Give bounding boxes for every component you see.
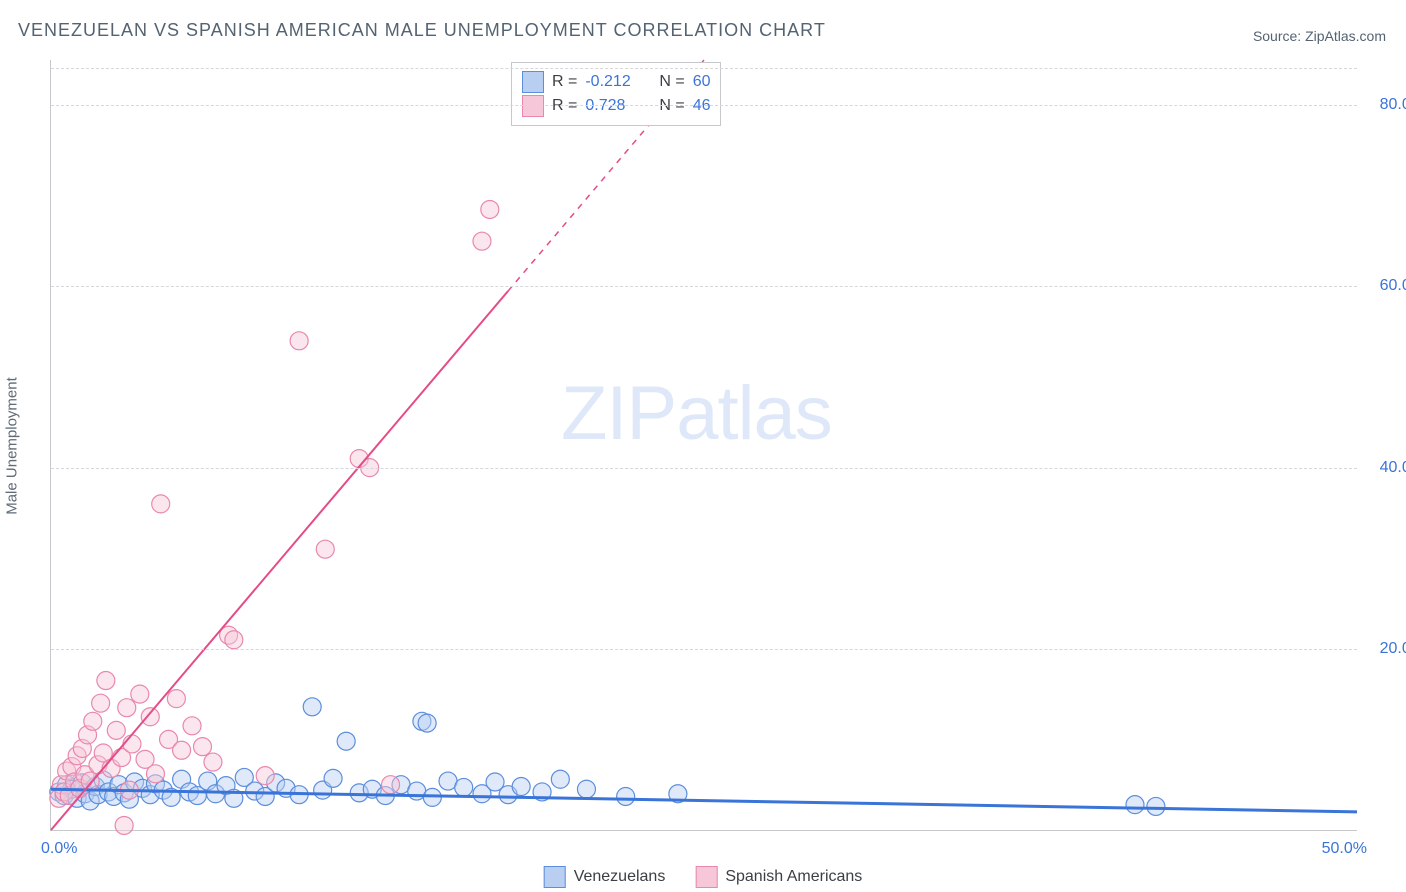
- data-point: [115, 816, 133, 834]
- data-point: [473, 232, 491, 250]
- data-point: [455, 778, 473, 796]
- data-point: [204, 753, 222, 771]
- data-point: [1126, 796, 1144, 814]
- data-point: [92, 694, 110, 712]
- series-legend-label: Venezuelans: [574, 868, 666, 886]
- legend-n-value: 60: [693, 73, 711, 91]
- data-point: [152, 495, 170, 513]
- data-point: [551, 770, 569, 788]
- gridline: [51, 286, 1357, 287]
- gridline: [51, 649, 1357, 650]
- data-point: [123, 735, 141, 753]
- legend-r-value: -0.212: [585, 73, 643, 91]
- data-point: [382, 776, 400, 794]
- data-point: [303, 698, 321, 716]
- y-axis-title: Male Unemployment: [4, 377, 21, 515]
- series-legend-item: Venezuelans: [544, 866, 666, 888]
- data-point: [97, 672, 115, 690]
- chart-plot-area: ZIPatlas R =-0.212N =60R =0.728N =46 0.0…: [50, 60, 1357, 831]
- data-point: [118, 699, 136, 717]
- data-point: [167, 690, 185, 708]
- y-tick-label: 80.0%: [1365, 96, 1406, 114]
- correlation-legend: R =-0.212N =60R =0.728N =46: [511, 62, 721, 126]
- data-point: [141, 708, 159, 726]
- x-tick-max: 50.0%: [1322, 840, 1367, 858]
- gridline: [51, 68, 1357, 69]
- source-value: ZipAtlas.com: [1305, 28, 1386, 44]
- chart-title: VENEZUELAN VS SPANISH AMERICAN MALE UNEM…: [18, 20, 826, 41]
- series-legend-label: Spanish Americans: [725, 868, 862, 886]
- source-attribution: Source: ZipAtlas.com: [1253, 28, 1386, 44]
- gridline: [51, 468, 1357, 469]
- y-tick-label: 20.0%: [1365, 640, 1406, 658]
- data-point: [481, 200, 499, 218]
- legend-swatch: [544, 866, 566, 888]
- legend-swatch: [695, 866, 717, 888]
- data-point: [183, 717, 201, 735]
- data-point: [418, 714, 436, 732]
- data-point: [290, 332, 308, 350]
- gridline: [51, 105, 1357, 106]
- data-point: [173, 741, 191, 759]
- data-point: [337, 732, 355, 750]
- data-point: [324, 769, 342, 787]
- data-point: [131, 685, 149, 703]
- data-point: [1147, 797, 1165, 815]
- series-legend-item: Spanish Americans: [695, 866, 862, 888]
- source-label: Source:: [1253, 28, 1301, 44]
- y-tick-label: 60.0%: [1365, 277, 1406, 295]
- data-point: [81, 772, 99, 790]
- data-point: [256, 767, 274, 785]
- legend-r-label: R =: [552, 73, 577, 91]
- data-point: [193, 738, 211, 756]
- legend-swatch: [522, 71, 544, 93]
- y-tick-label: 40.0%: [1365, 459, 1406, 477]
- data-point: [316, 540, 334, 558]
- data-point: [577, 780, 595, 798]
- series-legend: Venezuelans Spanish Americans: [544, 866, 863, 888]
- data-point: [107, 721, 125, 739]
- data-point: [146, 765, 164, 783]
- legend-n-label: N =: [659, 73, 684, 91]
- data-point: [617, 787, 635, 805]
- data-point: [512, 778, 530, 796]
- legend-row: R = -0.212 N = 60: [522, 71, 710, 93]
- data-point: [84, 712, 102, 730]
- trend-line: [51, 291, 508, 830]
- data-point: [225, 631, 243, 649]
- x-tick-min: 0.0%: [41, 840, 77, 858]
- chart-svg: [51, 60, 1357, 830]
